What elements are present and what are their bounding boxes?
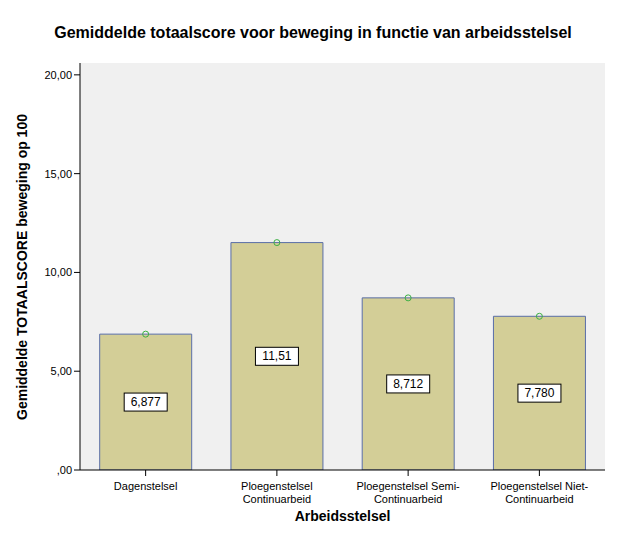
html-text:Gemiddelde TOTAALSCORE bewegin: Gemiddelde TOTAALSCORE beweging op 100 <box>14 113 30 420</box>
svg-text:6,877: 6,877 <box>131 395 161 409</box>
svg-text:7,780: 7,780 <box>524 386 554 400</box>
svg-text:10,00: 10,00 <box>44 266 72 278</box>
svg-text:Ploegenstelsel Niet-: Ploegenstelsel Niet- <box>490 480 588 492</box>
svg-text:20,00: 20,00 <box>44 69 72 81</box>
svg-text:Dagenstelsel: Dagenstelsel <box>114 480 178 492</box>
svg-text:Continuarbeid: Continuarbeid <box>505 493 574 505</box>
svg-text:Continuarbeid: Continuarbeid <box>243 493 312 505</box>
svg-text:Ploegenstelsel Semi-: Ploegenstelsel Semi- <box>356 480 460 492</box>
svg-text:Continuarbeid: Continuarbeid <box>374 493 443 505</box>
svg-text:,00: ,00 <box>57 464 72 476</box>
svg-text:Ploegenstelsel: Ploegenstelsel <box>241 480 313 492</box>
svg-text:5,00: 5,00 <box>51 365 72 377</box>
html-text:Arbeidsstelsel: Arbeidsstelsel <box>294 508 391 524</box>
svg-text:11,51: 11,51 <box>262 349 291 363</box>
svg-text:15,00: 15,00 <box>44 168 72 180</box>
svg-text:8,712: 8,712 <box>393 377 423 391</box>
html-text:Gemiddelde totaalscore voor be: Gemiddelde totaalscore voor beweging in … <box>54 24 572 41</box>
